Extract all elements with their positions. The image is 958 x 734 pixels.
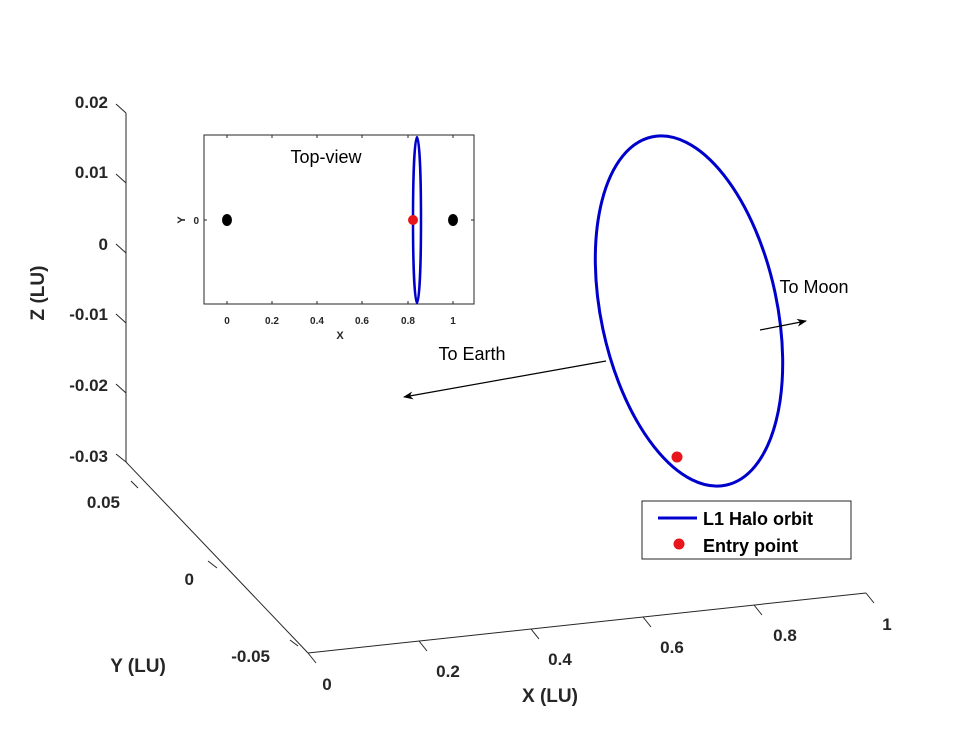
z-tick: -0.02 [69, 376, 127, 395]
inset-earth-marker [222, 214, 232, 226]
svg-text:0.4: 0.4 [548, 650, 572, 669]
inset-moon-marker [448, 214, 458, 226]
svg-text:0: 0 [99, 235, 108, 254]
svg-text:0.6: 0.6 [355, 316, 369, 327]
inset-title: Top-view [290, 147, 362, 167]
svg-text:-0.01: -0.01 [69, 305, 108, 324]
legend-box [641, 500, 852, 560]
svg-text:0.2: 0.2 [265, 316, 279, 327]
inset-x-tick: 0.8 [401, 135, 415, 327]
to-earth-arrow [403, 360, 607, 400]
svg-text:-0.05: -0.05 [231, 647, 270, 666]
z-tick: -0.01 [69, 305, 127, 324]
inset-entry-point-marker [408, 215, 418, 225]
inset-x-tick: 1 [450, 135, 456, 327]
to-moon-label: To Moon [779, 277, 848, 297]
inset-x-label: X [336, 330, 344, 342]
svg-text:0.6: 0.6 [660, 638, 684, 657]
z-tick: 0.02 [75, 93, 127, 114]
to-earth-label: To Earth [438, 344, 505, 364]
y-tick: 0 [185, 560, 218, 589]
y-axis-label: Y (LU) [110, 656, 166, 677]
legend-label-entry: Entry point [703, 536, 798, 556]
inset-x-tick: 0.2 [265, 135, 279, 327]
svg-text:0.8: 0.8 [773, 626, 797, 645]
inset-y-label: Y [176, 216, 188, 224]
legend: L1 Halo orbit Entry point [641, 500, 852, 560]
y-axis-line [125, 461, 309, 654]
svg-text:1: 1 [882, 615, 891, 634]
svg-text:0.02: 0.02 [75, 93, 108, 112]
y-ticks: 0.05 0 -0.05 [87, 480, 299, 666]
z-tick: 0.01 [75, 163, 127, 184]
x-axis-label: X (LU) [522, 686, 578, 707]
x-tick: 0.6 [642, 616, 684, 657]
y-tick: 0.05 [87, 480, 139, 512]
inset-y-tick: 0 [193, 216, 474, 227]
x-tick: 0 [307, 652, 332, 694]
z-ticks: 0.02 0.01 0 -0.01 -0.02 -0.03 [69, 93, 127, 466]
halo-orbit-curve [593, 134, 785, 488]
svg-text:0: 0 [322, 675, 331, 694]
legend-label-halo: L1 Halo orbit [703, 509, 813, 529]
y-tick: -0.05 [231, 639, 299, 666]
svg-text:0.8: 0.8 [401, 316, 415, 327]
x-tick: 1 [865, 592, 892, 634]
x-tick: 0.4 [530, 628, 572, 669]
svg-text:1: 1 [450, 316, 456, 327]
x-tick: 0.8 [753, 604, 797, 645]
svg-text:0.01: 0.01 [75, 163, 108, 182]
inset-x-ticks: 0 0.2 0.4 0.6 0.8 1 [224, 135, 456, 327]
svg-text:0.4: 0.4 [310, 316, 324, 327]
svg-text:-0.02: -0.02 [69, 376, 108, 395]
z-tick: -0.03 [69, 447, 127, 466]
z-tick: 0 [99, 235, 127, 254]
inset-top-view: Top-view 0 0.2 0.4 0.6 0.8 1 0 X Y [176, 134, 475, 342]
svg-text:0: 0 [193, 216, 199, 227]
inset-x-tick: 0 [224, 135, 230, 327]
legend-swatch-entry [673, 538, 685, 550]
svg-text:0: 0 [224, 316, 230, 327]
svg-text:-0.03: -0.03 [69, 447, 108, 466]
to-moon-arrow [759, 318, 807, 331]
svg-text:0: 0 [185, 570, 194, 589]
inset-x-tick: 0.6 [355, 135, 369, 327]
entry-point-marker [671, 451, 683, 463]
x-tick: 0.2 [418, 640, 460, 681]
x-axis-line [307, 592, 867, 654]
inset-frame [203, 134, 475, 305]
z-axis-label: Z (LU) [28, 266, 49, 321]
svg-text:0.2: 0.2 [436, 662, 460, 681]
x-ticks: 0 0.2 0.4 0.6 0.8 1 [307, 592, 892, 694]
svg-text:0.05: 0.05 [87, 493, 120, 512]
inset-x-tick: 0.4 [310, 135, 324, 327]
